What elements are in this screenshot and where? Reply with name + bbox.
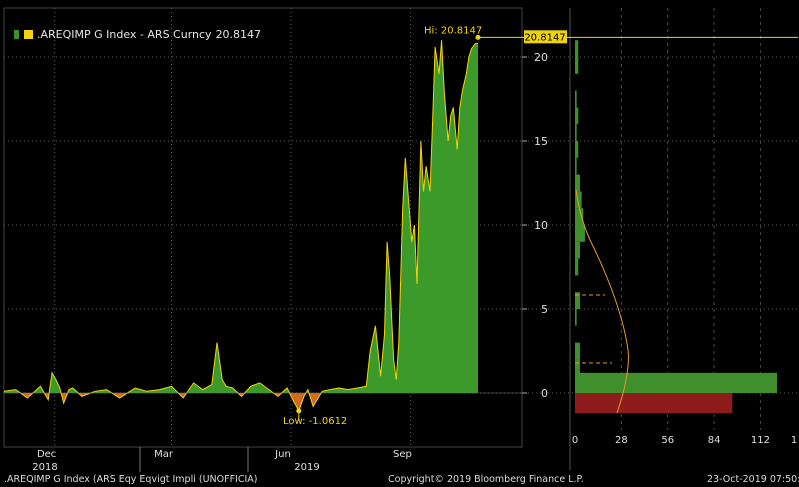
- footer-timestamp: 23-Oct-2019 07:50:: [707, 474, 799, 485]
- y-tick-label: 20: [534, 51, 548, 64]
- hist-x-tick-label: 84: [708, 435, 721, 446]
- hist-bar: [575, 141, 579, 158]
- series-area-positive: [4, 40, 478, 393]
- legend-last-value: 20.8147: [215, 28, 262, 41]
- hist-bar: [575, 191, 582, 209]
- hist-bar: [575, 241, 580, 259]
- legend-label: .AREQIMP G Index - ARS Curncy: [37, 28, 212, 41]
- hist-density-curve: [575, 189, 629, 414]
- hist-x-tick-label: 1: [791, 435, 797, 446]
- legend-swatch-yellow: [24, 30, 33, 39]
- plot-frame: [3, 7, 523, 448]
- y-tick-label: 10: [534, 219, 548, 232]
- hist-x-tick-label: 56: [661, 435, 674, 446]
- x-tick-label: Jun: [274, 449, 291, 460]
- footer-ticker: .AREQIMP G Index (ARS Eqy Eqvigt Impli (…: [4, 474, 258, 485]
- x-tick-label: Mar: [154, 449, 174, 460]
- low-annotation: Low: -1.0612: [283, 416, 347, 427]
- last-value-tag: 20.8147: [524, 32, 565, 43]
- hi-marker: [475, 34, 481, 40]
- x-year-label: 2018: [32, 462, 57, 473]
- hist-bar: [575, 208, 584, 225]
- y-tick-label: 0: [541, 387, 548, 400]
- hist-bar-negative: [575, 393, 733, 414]
- x-year-label: 2019: [294, 462, 319, 473]
- hist-x-tick-label: 28: [615, 435, 628, 446]
- x-tick-label: Sep: [393, 449, 412, 460]
- hist-bar: [575, 225, 585, 242]
- hist-x-tick-label: 112: [751, 435, 770, 446]
- series-line: [3, 40, 479, 413]
- last-value-tag-bg: [524, 30, 567, 44]
- y-tick-label: 15: [534, 135, 548, 148]
- low-marker: [296, 408, 302, 414]
- hist-bar: [575, 342, 580, 360]
- footer-copyright: Copyright© 2019 Bloomberg Finance L.P.: [388, 474, 584, 485]
- hist-bar: [575, 174, 580, 192]
- hist-bar: [575, 309, 577, 326]
- hist-bar: [575, 57, 579, 74]
- hist-bar: [575, 157, 577, 175]
- hist-bar: [575, 90, 577, 108]
- hist-bar: [575, 258, 579, 276]
- hist-bar: [575, 124, 577, 141]
- hist-x-tick-label: 0: [572, 435, 578, 446]
- hist-bar: [575, 359, 580, 377]
- chart-legend: .AREQIMP G Index - ARS Curncy 20.8147: [14, 28, 261, 41]
- hist-bar: [575, 40, 579, 57]
- legend-swatch-green: [14, 30, 19, 39]
- hist-bar: [575, 292, 580, 309]
- hist-bar: [575, 107, 579, 125]
- x-tick-label: Dec: [37, 449, 56, 460]
- y-tick-label: 5: [541, 303, 548, 316]
- hi-annotation: Hi: 20.8147: [424, 25, 482, 36]
- hist-bar: [575, 372, 777, 393]
